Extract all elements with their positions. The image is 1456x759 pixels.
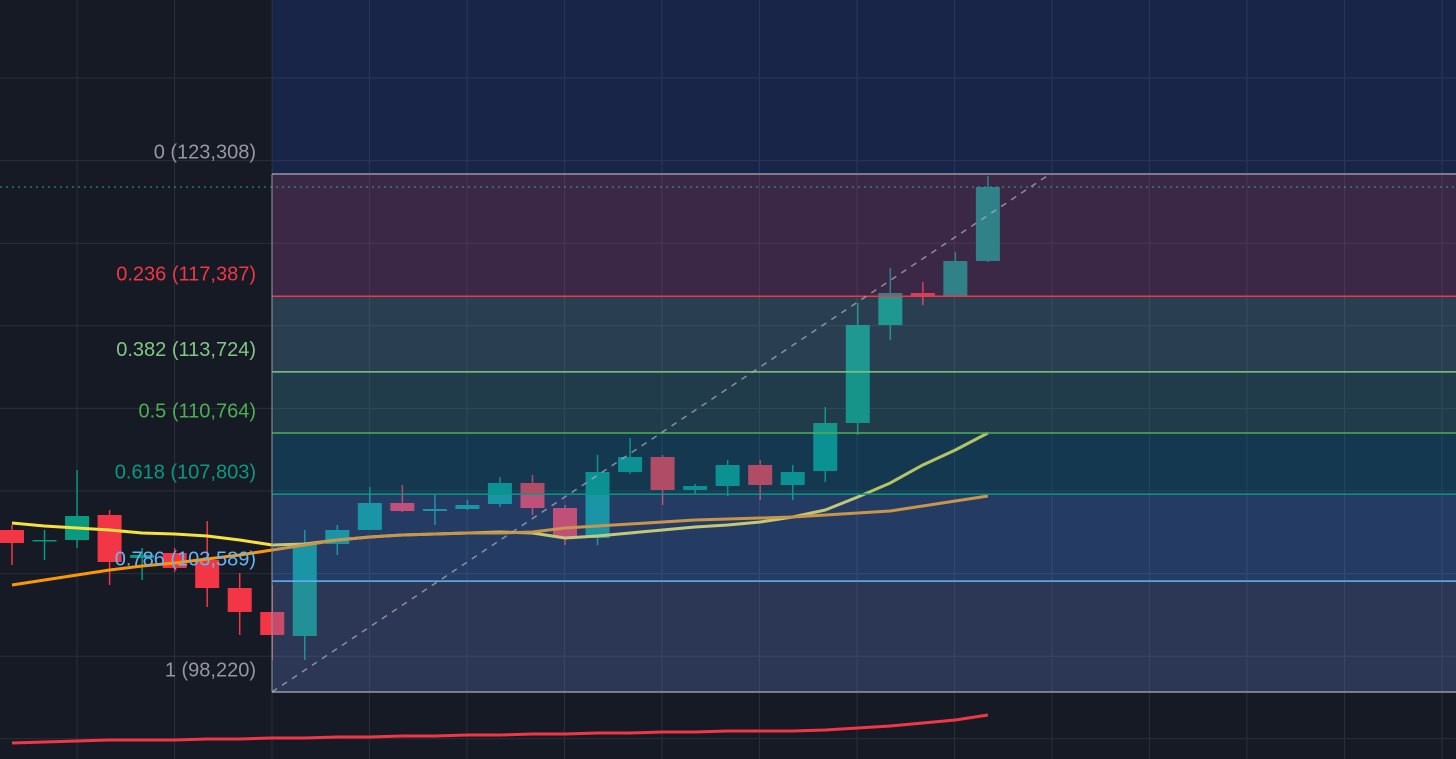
fib-zone	[272, 371, 1456, 434]
moving-averages	[11, 431, 989, 745]
candle-body	[943, 260, 968, 296]
candle-body	[813, 422, 838, 472]
candle-body	[292, 543, 317, 636]
candle-body	[553, 508, 578, 537]
candle-body	[845, 324, 870, 423]
candle-body	[357, 502, 382, 530]
fib-zone	[272, 174, 1456, 297]
candle-body	[878, 292, 903, 325]
fibonacci: 0 (123,308) 0.236 (117,387) 0.382 (113,724…	[115, 0, 1456, 693]
fib-zone	[272, 494, 1456, 582]
candle-body	[422, 508, 447, 511]
fib-zone	[272, 433, 1456, 495]
moving-average	[11, 494, 989, 587]
fib-level-label: 1 (98,220)	[165, 659, 256, 681]
candle-body	[227, 587, 252, 612]
candle-body	[195, 559, 220, 588]
fib-level-label: 0.236 (117,387)	[116, 264, 256, 286]
candle-body	[683, 485, 708, 490]
fib-background	[272, 0, 1456, 693]
candle-body	[0, 529, 24, 544]
moving-average	[11, 713, 989, 745]
candle-body	[975, 187, 1000, 261]
candle-body	[32, 539, 57, 542]
fib-level-label: 0.618 (107,803)	[115, 461, 256, 483]
candle-body	[455, 504, 480, 509]
candle-body	[618, 457, 643, 472]
candle-body	[715, 464, 740, 486]
fib-level-label: 0.382 (113,724)	[116, 339, 256, 361]
fib-level-label: 0.786 (103,589)	[115, 548, 256, 570]
candles	[0, 176, 1000, 660]
candle-body	[130, 554, 155, 558]
candle-body	[97, 515, 122, 562]
candle-body	[780, 471, 805, 486]
fib-level-label: 0 (123,308)	[154, 141, 256, 163]
candle-body	[748, 464, 773, 486]
fib-zone	[272, 581, 1456, 693]
candle-body	[910, 292, 935, 296]
fib-zone	[272, 296, 1456, 372]
candle-body	[520, 482, 545, 509]
candle-body	[390, 502, 415, 511]
candle-body	[650, 457, 675, 490]
fib-level-label: 0.5 (110,764)	[139, 400, 257, 422]
